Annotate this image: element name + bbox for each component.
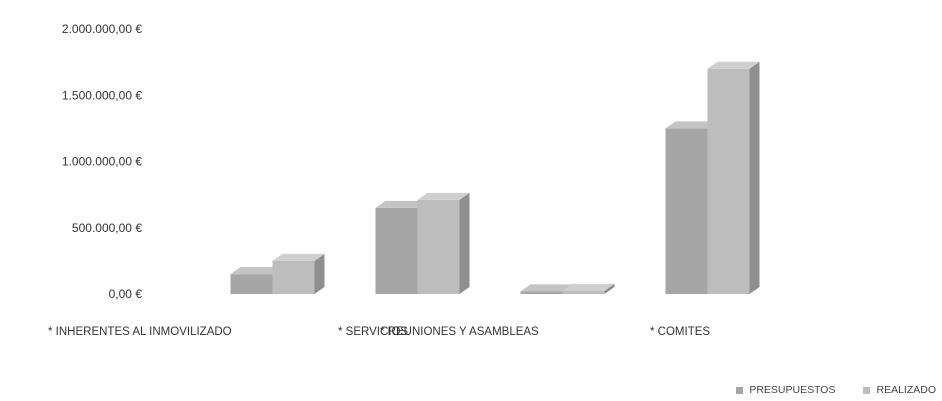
bar-top (230, 267, 283, 275)
bar-top (272, 253, 325, 261)
bar-front (417, 199, 460, 294)
legend-item-realizado: REALIZADO (863, 384, 936, 396)
bar-realizado-3 (562, 283, 615, 294)
x-category-label: * INHERENTES AL INMOVILIZADO (48, 326, 232, 338)
bar-side (604, 283, 615, 294)
bar-top (665, 121, 718, 129)
bar-front (375, 207, 418, 294)
x-category-label: * REUNIONES Y ASAMBLEAS (380, 326, 539, 338)
bar-realizado-1 (272, 253, 325, 294)
y-tick-label: 2.000.000,00 € (62, 22, 142, 36)
bar-realizado-4 (707, 61, 760, 294)
bar-front (562, 290, 605, 294)
y-tick-label: 500.000,00 € (72, 221, 142, 235)
bar-side (459, 192, 470, 294)
y-tick-label: 1.500.000,00 € (62, 88, 142, 102)
legend-label-realizado: REALIZADO (876, 384, 936, 396)
legend-swatch-presupuestos (736, 386, 744, 394)
legend: PRESUPUESTOS REALIZADO (736, 384, 936, 396)
bars (230, 61, 760, 294)
x-category-label: * COMITES (650, 326, 710, 338)
bar-side (314, 253, 325, 294)
x-axis: * INHERENTES AL INMOVILIZADO * SERVICIOS*… (48, 326, 710, 338)
legend-item-presupuestos: PRESUPUESTOS (736, 384, 835, 396)
bar-front (272, 260, 315, 294)
legend-label-presupuestos: PRESUPUESTOS (749, 384, 836, 396)
bar-top (417, 192, 470, 200)
bar-top (707, 61, 760, 69)
bar-presupuestos-2 (375, 200, 428, 294)
y-axis: 0,00 € 500.000,00 € 1.000.000,00 € 1.500.00… (62, 22, 142, 301)
y-tick-label: 1.000.000,00 € (62, 155, 142, 169)
bar-front (520, 291, 563, 294)
x-category-label: * SERVICIOS (338, 326, 408, 338)
bar-top (562, 283, 615, 291)
bar-front (230, 274, 273, 294)
bar-front (707, 68, 750, 294)
bar-top (375, 200, 428, 208)
bar-realizado-2 (417, 192, 470, 294)
legend-swatch-realizado (863, 386, 871, 394)
y-tick-label: 0,00 € (109, 287, 143, 301)
bar-front (665, 128, 708, 294)
bar-top (520, 284, 573, 292)
bar-side (749, 61, 760, 294)
